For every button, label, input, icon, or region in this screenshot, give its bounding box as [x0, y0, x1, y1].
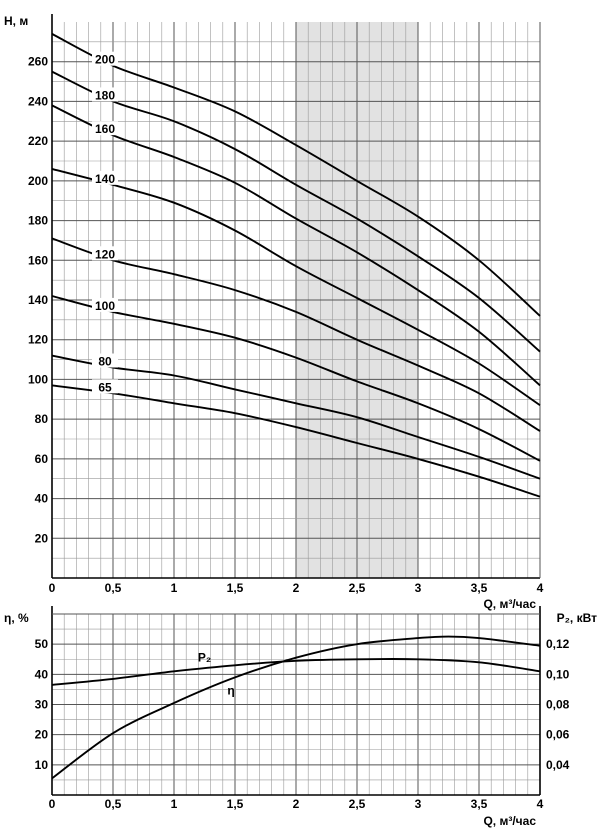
y-axis-label-left: η, %	[4, 611, 29, 625]
curve-label-bg	[92, 246, 118, 261]
y-tick-label: 140	[28, 293, 48, 307]
x-tick-label: 0	[49, 797, 56, 811]
x-tick-label: 1	[171, 797, 178, 811]
power-curve-label: P₂	[198, 650, 211, 664]
curve-label: 160	[95, 122, 115, 136]
y-tick-label: 60	[35, 452, 49, 466]
curve-65	[51, 384, 541, 498]
curve-label-bg	[92, 51, 118, 66]
curve-label-bg	[92, 353, 118, 368]
y-tick-label: 220	[28, 134, 48, 148]
curve-power	[51, 658, 541, 686]
y-tick-label: 180	[28, 214, 48, 228]
x-axis-label: Q, м³/час	[483, 597, 536, 611]
curve-label: 140	[95, 172, 115, 186]
y-axis-label: H, м	[4, 14, 28, 28]
y-tick-label-left: 30	[35, 698, 49, 712]
y-tick-label-left: 50	[35, 637, 49, 651]
x-tick-label: 4	[537, 581, 544, 595]
y-tick-label-right: 0,04	[546, 758, 570, 772]
x-tick-label: 1	[171, 581, 178, 595]
y-tick-label-left: 20	[35, 728, 49, 742]
curve-label: 120	[95, 247, 115, 261]
x-tick-label: 4	[537, 797, 544, 811]
y-tick-label: 80	[35, 412, 49, 426]
x-tick-label: 2,5	[349, 797, 366, 811]
curve-label: 80	[98, 355, 112, 369]
x-tick-label: 0,5	[105, 581, 122, 595]
y-tick-label: 200	[28, 174, 48, 188]
x-tick-label: 3	[415, 797, 422, 811]
efficiency-power-chart: 10 20 30 40 50 0,04 0,06 0,08 0,10 0,12 0 0,5 1 1,5 2 2…	[4, 606, 597, 828]
x-tick-label: 0	[49, 581, 56, 595]
curve-label: 100	[95, 299, 115, 313]
curve-160	[51, 104, 541, 387]
curve-180	[51, 70, 541, 353]
y-tick-label-right: 0,08	[546, 698, 570, 712]
curve-label: 200	[95, 53, 115, 67]
curve-label-bg	[92, 170, 118, 185]
x-tick-label: 0,5	[105, 797, 122, 811]
curve-label-bg	[92, 297, 118, 312]
y-tick-label-left: 10	[35, 758, 49, 772]
y-tick-label: 240	[28, 94, 48, 108]
x-tick-label: 2,5	[349, 581, 366, 595]
curve-140	[51, 167, 541, 406]
curve-200	[51, 33, 541, 317]
y-tick-label: 40	[35, 492, 49, 506]
curve-100	[51, 295, 541, 462]
y-tick-label-right: 0,12	[546, 637, 570, 651]
y-tick-label: 100	[28, 372, 48, 386]
x-tick-label: 2	[293, 581, 300, 595]
y-tick-label: 260	[28, 55, 48, 69]
y-tick-label-right: 0,06	[546, 728, 570, 742]
curve-efficiency	[51, 635, 541, 780]
x-tick-label: 3,5	[471, 581, 488, 595]
y-tick-label: 160	[28, 253, 48, 267]
x-tick-label: 3	[415, 581, 422, 595]
curve-80	[51, 354, 541, 480]
x-tick-label: 2	[293, 797, 300, 811]
y-tick-label: 20	[35, 531, 49, 545]
y-tick-label: 120	[28, 333, 48, 347]
curve-label: 65	[98, 380, 112, 394]
x-tick-label: 3,5	[471, 797, 488, 811]
curve-label-bg	[92, 87, 118, 102]
efficiency-curve-label: η	[227, 683, 234, 697]
x-tick-label: 1,5	[227, 797, 244, 811]
x-axis-label: Q, м³/час	[483, 814, 536, 828]
curve-label-bg	[92, 121, 118, 136]
y-tick-label-left: 40	[35, 667, 49, 681]
x-tick-label: 1,5	[227, 581, 244, 595]
curve-120	[51, 237, 541, 432]
y-axis-label-right: P₂, кВт	[557, 611, 598, 625]
curve-label: 180	[95, 88, 115, 102]
curve-label-bg	[92, 379, 118, 394]
y-tick-label-right: 0,10	[546, 667, 570, 681]
